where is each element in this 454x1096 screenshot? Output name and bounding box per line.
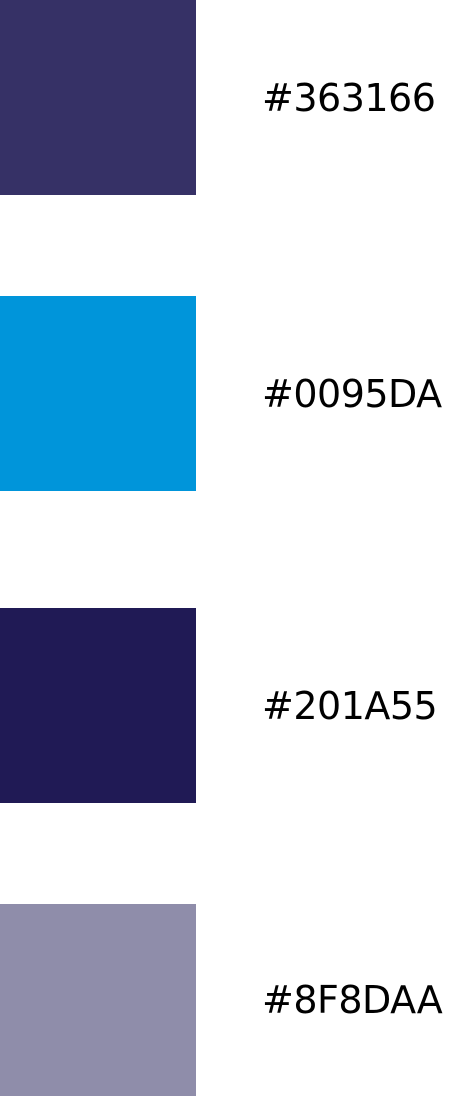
- hex-code-label: #8F8DAA: [262, 978, 443, 1022]
- color-swatch: [0, 296, 196, 491]
- swatch-row-3: #201A55: [0, 608, 454, 803]
- hex-code-label: #201A55: [262, 683, 438, 728]
- color-swatch: [0, 608, 196, 803]
- color-swatch: [0, 0, 196, 195]
- hex-code-label: #0095DA: [262, 371, 442, 416]
- swatch-row-4: #8F8DAA: [0, 904, 454, 1096]
- swatch-row-2: #0095DA: [0, 296, 454, 491]
- color-swatch: [0, 904, 196, 1096]
- swatch-row-1: #363166: [0, 0, 454, 195]
- hex-code-label: #363166: [262, 75, 436, 120]
